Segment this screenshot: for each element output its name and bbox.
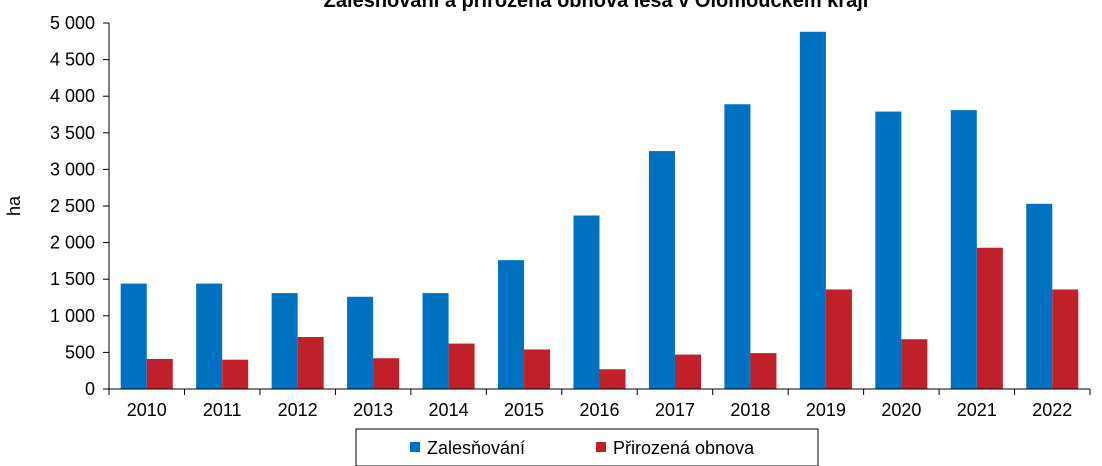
legend: Zalesňování Přirozená obnova [355,428,819,466]
y-tick-label: 0 [85,379,95,399]
bar-zalesnovani-2020 [875,111,902,390]
y-tick-label: 3 500 [50,123,95,143]
bar-prirozena-obnova-2021 [976,247,1003,389]
bar-prirozena-obnova-2022 [1052,289,1079,389]
legend-swatch-zalesnovani [410,442,420,452]
x-axis: 2010 2011 2012 2013 2014 2015 2016 2017 2018 2019… [108,388,1091,420]
x-tick-label: 2017 [655,400,695,420]
x-tick-label: 2013 [353,400,393,420]
x-tick-label: 2019 [806,400,846,420]
bar-prirozena-obnova-2017 [674,354,701,389]
legend-box [355,428,819,466]
y-axis-label: ha [4,195,24,216]
bar-zalesnovani-2019 [799,31,826,390]
bar-zalesnovani-2022 [1026,203,1053,389]
x-tick-label: 2011 [203,400,242,420]
bar-prirozena-obnova-2014 [448,343,475,389]
bar-zalesnovani-2021 [950,110,977,389]
bar-zalesnovani-2013 [347,296,374,389]
bar-zalesnovani-2012 [271,293,298,389]
bar-zalesnovani-2018 [724,104,751,389]
chart-title: Zalesňování a přirozená obnova lesa v Ol… [324,0,869,12]
bar-prirozena-obnova-2020 [901,339,928,389]
legend-label-prirozena-obnova: Přirozená obnova [613,438,755,458]
bar-prirozena-obnova-2010 [146,358,173,389]
y-tick-label: 1 000 [50,306,95,326]
bar-zalesnovani-2011 [196,283,223,389]
x-tick-label: 2010 [127,400,167,420]
x-tick-label: 2021 [957,400,997,420]
y-tick-label: 5 000 [50,13,95,33]
x-tick-label: 2022 [1032,400,1072,420]
bar-zalesnovani-2010 [120,283,147,389]
bar-prirozena-obnova-2015 [524,349,551,389]
y-tick-label: 500 [65,342,95,362]
bar-prirozena-obnova-2013 [373,358,400,389]
y-axis: 0 500 1 000 1 500 2 000 2 500 3 000 3 500 4 000 4… [50,13,110,399]
bar-prirozena-obnova-2016 [599,369,626,389]
x-tick-label: 2016 [579,400,619,420]
bar-prirozena-obnova-2012 [297,337,324,389]
x-tick-label: 2014 [429,400,469,420]
bar-zalesnovani-2014 [422,293,449,389]
legend-label-zalesnovani: Zalesňování [427,438,525,458]
bar-zalesnovani-2017 [648,151,675,389]
bars-group [120,31,1079,390]
y-tick-label: 3 000 [50,159,95,179]
bar-prirozena-obnova-2018 [750,353,777,389]
bar-prirozena-obnova-2011 [222,359,249,389]
bar-zalesnovani-2016 [573,215,600,389]
x-tick-label: 2012 [278,400,318,420]
y-tick-label: 2 500 [50,196,95,216]
x-tick-label: 2018 [730,400,770,420]
y-tick-label: 4 000 [50,86,95,106]
x-tick-label: 2015 [504,400,544,420]
x-tick-label: 2020 [881,400,921,420]
y-tick-label: 4 500 [50,50,95,70]
bar-zalesnovani-2015 [498,260,525,389]
y-tick-label: 1 500 [50,269,95,289]
bar-prirozena-obnova-2019 [825,289,852,389]
legend-swatch-prirozena-obnova [596,442,606,452]
y-tick-label: 2 000 [50,233,95,253]
